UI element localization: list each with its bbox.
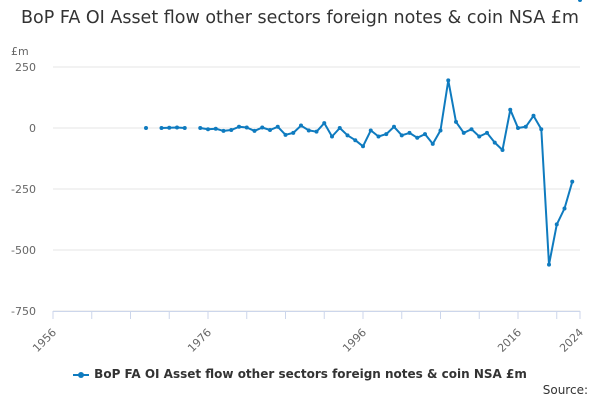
data-point[interactable] xyxy=(547,262,551,267)
data-point[interactable] xyxy=(322,121,327,126)
data-point[interactable] xyxy=(213,126,218,131)
x-tick-label: 1956 xyxy=(30,326,59,355)
legend-dot xyxy=(78,371,85,378)
data-point[interactable] xyxy=(578,0,582,2)
data-point[interactable] xyxy=(554,222,559,227)
y-axis-tick-labels: 250 0 -250 -500 -750 xyxy=(11,61,36,318)
data-point[interactable] xyxy=(368,128,373,133)
data-point[interactable] xyxy=(330,134,334,139)
data-point[interactable] xyxy=(531,113,536,118)
x-tick-label: 1996 xyxy=(340,326,369,355)
x-axis: 1956 1976 1996 2016 2024 xyxy=(30,311,586,355)
y-tick-label: 250 xyxy=(15,61,36,74)
data-point[interactable] xyxy=(237,124,241,129)
data-point[interactable] xyxy=(275,124,280,129)
data-point[interactable] xyxy=(353,138,358,143)
data-point[interactable] xyxy=(182,126,187,130)
data-point[interactable] xyxy=(206,127,210,132)
y-tick-label: 0 xyxy=(29,122,36,135)
data-point[interactable] xyxy=(392,124,396,129)
data-point[interactable] xyxy=(508,107,513,112)
gridlines xyxy=(53,66,580,312)
data-point[interactable] xyxy=(570,179,575,184)
data-point[interactable] xyxy=(229,127,234,132)
x-tick-label: 1976 xyxy=(185,326,214,355)
x-tick-label: 2024 xyxy=(557,326,586,355)
data-point[interactable] xyxy=(469,127,474,132)
data-point[interactable] xyxy=(477,134,482,139)
data-point[interactable] xyxy=(500,147,505,152)
data-point[interactable] xyxy=(361,144,365,149)
data-point[interactable] xyxy=(244,125,249,130)
data-point[interactable] xyxy=(446,78,451,83)
data-point[interactable] xyxy=(221,128,226,133)
legend[interactable]: BoP FA OI Asset flow other sectors forei… xyxy=(0,367,600,381)
data-point[interactable] xyxy=(144,126,148,130)
data-point[interactable] xyxy=(384,132,389,137)
legend-label: BoP FA OI Asset flow other sectors forei… xyxy=(94,367,527,381)
data-point[interactable] xyxy=(376,134,381,139)
data-point[interactable] xyxy=(539,127,544,132)
data-point[interactable] xyxy=(260,125,265,130)
data-point[interactable] xyxy=(314,129,319,134)
data-point[interactable] xyxy=(485,130,489,135)
y-tick-label: -750 xyxy=(11,305,36,318)
legend-marker-icon xyxy=(73,370,90,380)
data-point[interactable] xyxy=(345,133,350,138)
data-point[interactable] xyxy=(438,128,443,133)
y-tick-label: -500 xyxy=(11,244,36,257)
data-point[interactable] xyxy=(461,130,466,135)
data-point[interactable] xyxy=(516,126,520,130)
data-point[interactable] xyxy=(306,128,311,133)
data-point[interactable] xyxy=(299,123,303,128)
y-tick-label: -250 xyxy=(11,183,36,196)
data-point[interactable] xyxy=(198,126,203,130)
data-point[interactable] xyxy=(492,140,497,145)
data-point[interactable] xyxy=(252,128,257,133)
data-point[interactable] xyxy=(430,141,435,146)
source-label: Source: xyxy=(542,383,588,397)
x-tick-label: 2016 xyxy=(495,326,524,355)
data-point[interactable] xyxy=(268,127,272,132)
y-axis-unit-label: £m xyxy=(11,45,29,58)
data-point[interactable] xyxy=(399,133,404,138)
data-point[interactable] xyxy=(415,135,420,140)
data-point[interactable] xyxy=(337,126,342,130)
data-point[interactable] xyxy=(167,125,172,130)
data-point[interactable] xyxy=(291,130,296,135)
data-point[interactable] xyxy=(562,206,567,211)
series-segment-line xyxy=(160,126,186,129)
data-point[interactable] xyxy=(523,124,528,129)
series-points xyxy=(144,0,582,267)
data-point[interactable] xyxy=(159,126,164,130)
data-point[interactable] xyxy=(454,119,458,124)
data-point[interactable] xyxy=(423,132,427,137)
data-point[interactable] xyxy=(407,130,412,135)
chart-title: BoP FA OI Asset flow other sectors forei… xyxy=(21,8,579,28)
series-segment-line xyxy=(199,79,574,266)
data-point[interactable] xyxy=(283,132,288,137)
data-point[interactable] xyxy=(175,125,179,130)
